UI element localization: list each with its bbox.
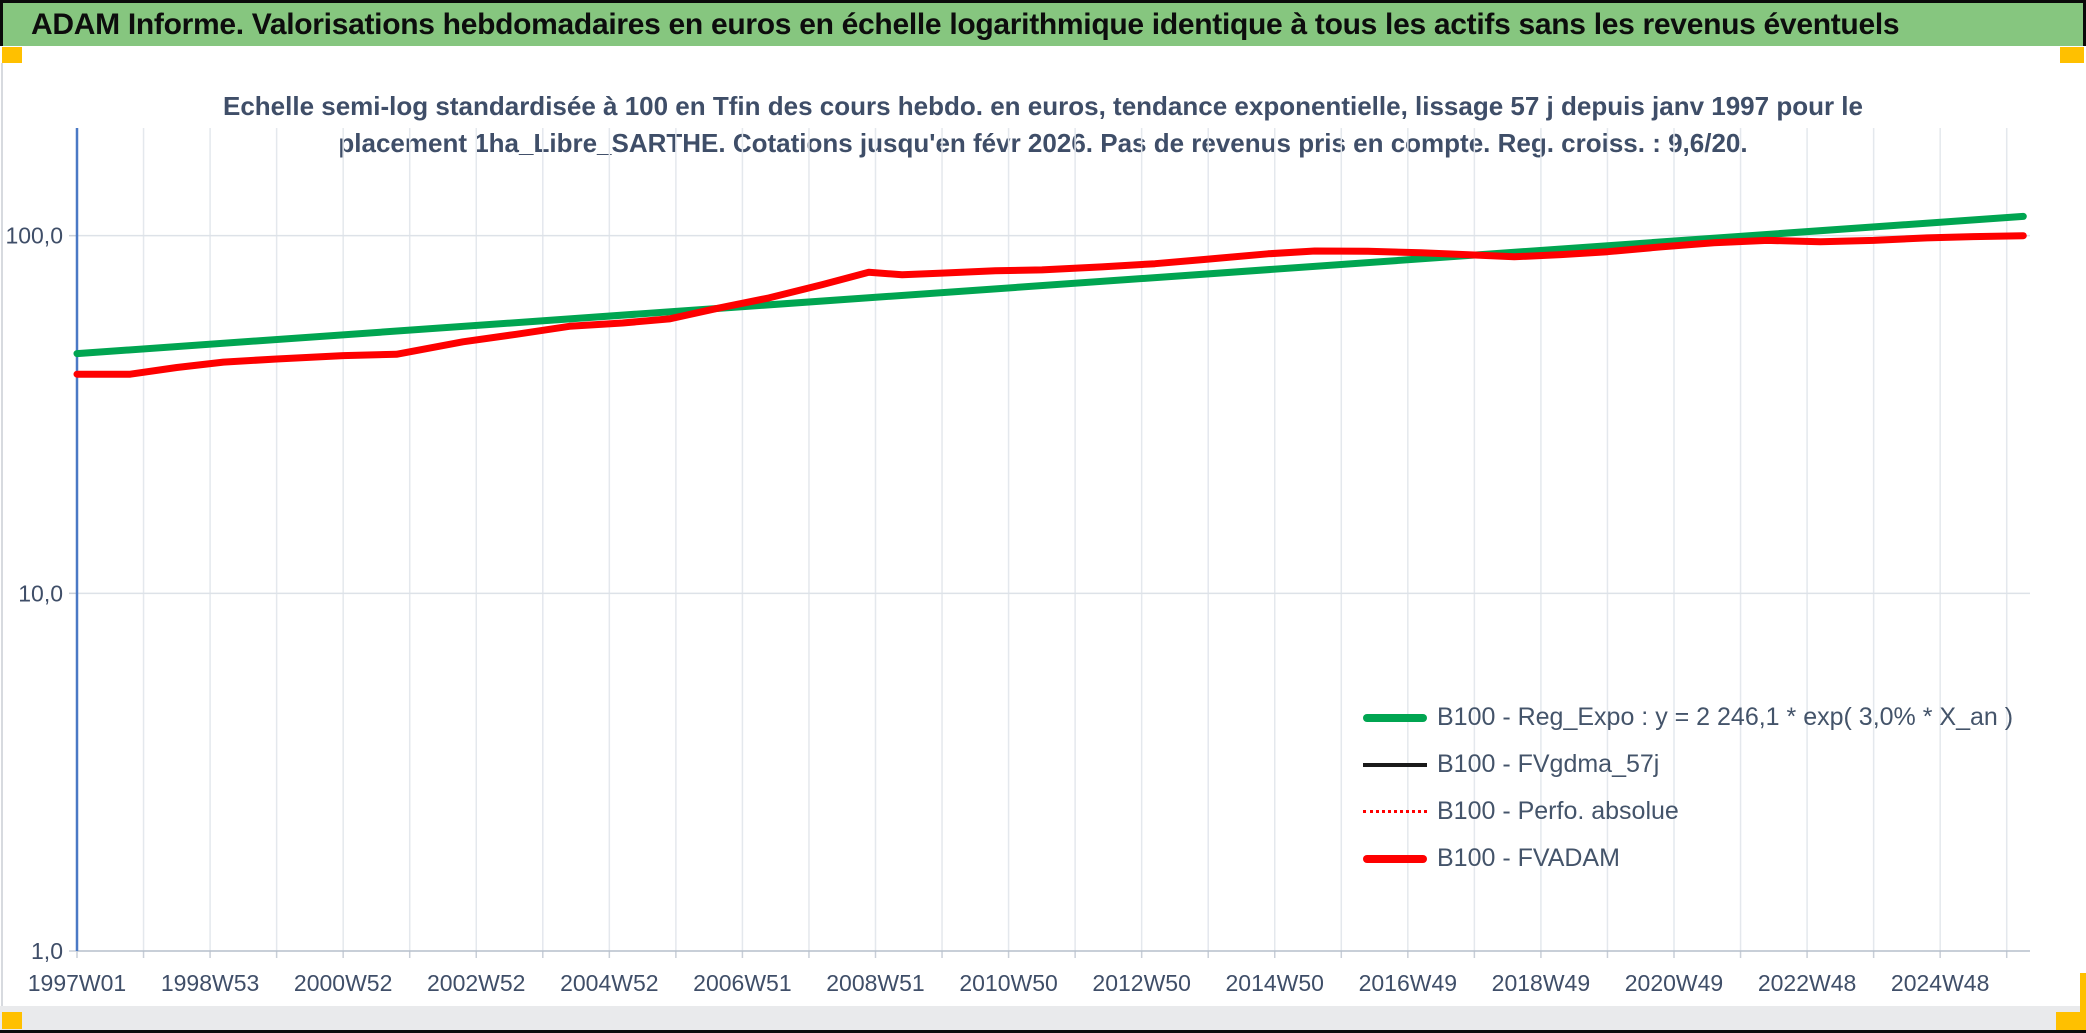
- yellow-marker-bottom-left: [2, 1012, 22, 1029]
- yellow-marker-bottom-right: [2056, 1012, 2086, 1030]
- red-line-swatch-icon: [1363, 854, 1427, 863]
- x-tick-label: 2002W52: [427, 970, 525, 996]
- x-tick-label: 2010W50: [959, 970, 1057, 996]
- legend-label: B100 - FVgdma_57j: [1437, 750, 1660, 778]
- legend-label: B100 - Perfo. absolue: [1437, 797, 1679, 825]
- y-tick-label: 1,0: [31, 938, 63, 964]
- x-tick-label: 2022W48: [1758, 970, 1856, 996]
- green-line-swatch-icon: [1363, 713, 1427, 722]
- y-tick-label: 10,0: [18, 580, 63, 606]
- yellow-marker-top-right: [2060, 47, 2084, 63]
- left-edge-line: [1, 63, 3, 1006]
- x-tick-label: 2018W49: [1492, 970, 1590, 996]
- black-line-swatch-icon: [1363, 762, 1427, 767]
- title-banner: ADAM Informe. Valorisations hebdomadaire…: [0, 3, 2086, 46]
- legend-item-fvadam: B100 - FVADAM: [1363, 835, 2013, 882]
- series-line-b100-fvadam: [73, 232, 2027, 378]
- legend-item-reg-expo: B100 - Reg_Expo : y = 2 246,1 * exp( 3,0…: [1363, 694, 2013, 741]
- dotted-red-line-swatch-icon: [1363, 810, 1427, 813]
- legend-label: B100 - FVADAM: [1437, 844, 1620, 872]
- x-tick-label: 2008W51: [826, 970, 924, 996]
- bottom-border: [0, 1030, 2086, 1033]
- x-tick-label: 1997W01: [28, 970, 126, 996]
- x-tick-label: 2014W50: [1226, 970, 1324, 996]
- x-tick-label: 2016W49: [1359, 970, 1457, 996]
- chart-title-line1: Echelle semi-log standardisée à 100 en T…: [222, 91, 1863, 121]
- page-title: ADAM Informe. Valorisations hebdomadaire…: [31, 7, 1900, 41]
- x-tick-label: 2000W52: [294, 970, 392, 996]
- chart-title: Echelle semi-log standardisée à 100 en T…: [0, 88, 2086, 162]
- yellow-marker-right-edge: [2080, 973, 2086, 1029]
- y-tick-label: 100,0: [5, 223, 63, 249]
- bottom-scroll-strip: [0, 1006, 2086, 1030]
- x-tick-label: 2024W48: [1891, 970, 1989, 996]
- legend-item-perfo-absolue: B100 - Perfo. absolue: [1363, 788, 2013, 835]
- legend-item-fvgdma: B100 - FVgdma_57j: [1363, 741, 2013, 788]
- x-tick-label: 2020W49: [1625, 970, 1723, 996]
- x-tick-label: 2006W51: [693, 970, 791, 996]
- chart-legend: B100 - Reg_Expo : y = 2 246,1 * exp( 3,0…: [1363, 694, 2013, 882]
- yellow-marker-top-left: [2, 47, 22, 63]
- series-line-b100-reg-expo: [73, 212, 2027, 358]
- x-tick-label: 2004W52: [560, 970, 658, 996]
- top-border: [0, 0, 2086, 3]
- x-tick-label: 2012W50: [1092, 970, 1190, 996]
- chart-title-line2: placement 1ha_Libre_SARTHE. Cotations ju…: [338, 128, 1748, 158]
- legend-label: B100 - Reg_Expo : y = 2 246,1 * exp( 3,0…: [1437, 703, 2014, 731]
- x-tick-label: 1998W53: [161, 970, 259, 996]
